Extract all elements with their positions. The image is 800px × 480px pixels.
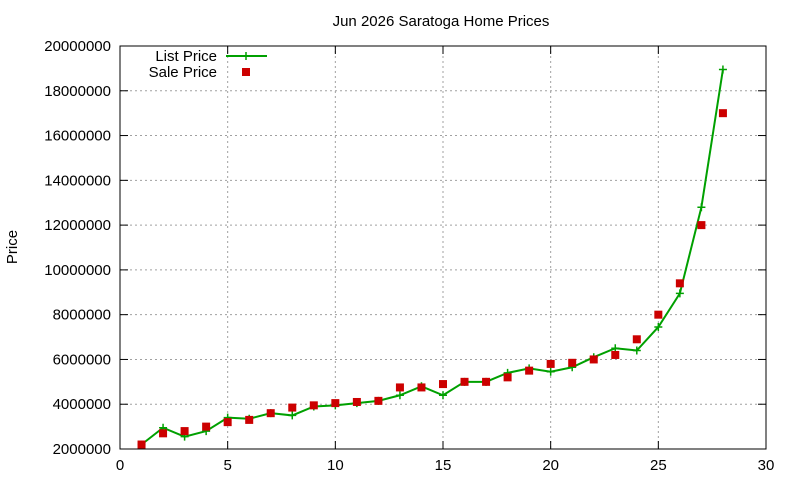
sale-price-point	[288, 403, 297, 412]
list-price-point	[675, 289, 684, 298]
y-tick-label: 8000000	[53, 307, 111, 324]
y-tick-label: 20000000	[44, 38, 111, 55]
plot-frame	[119, 45, 767, 450]
x-tick-label: 10	[327, 457, 344, 474]
list-price-point	[697, 203, 706, 212]
sale-price-point	[223, 418, 232, 427]
list-price-point	[546, 367, 555, 376]
list-price-point	[439, 391, 447, 400]
legend-marker-list-price	[242, 52, 250, 60]
x-tick-label: 20	[542, 457, 559, 474]
sale-price-point	[180, 427, 189, 436]
sale-price-series	[137, 109, 727, 449]
y-axis-label: Price	[4, 230, 21, 264]
axis-ticks: 0 5 10 15 20 25 30 2000000 4000000 6000000 8000000…	[44, 38, 774, 474]
list-price-point	[654, 322, 663, 331]
sale-price-point	[309, 401, 318, 410]
y-tick-label: 6000000	[53, 351, 111, 368]
sale-price-point	[632, 335, 641, 344]
sale-price-point	[460, 377, 469, 386]
sale-price-point	[417, 383, 426, 392]
x-tick-label: 5	[223, 457, 231, 474]
x-tick-label: 25	[650, 457, 667, 474]
sale-price-point	[439, 380, 447, 389]
y-tick-label: 18000000	[44, 83, 111, 100]
sale-price-point	[482, 377, 491, 386]
sale-price-point	[331, 399, 340, 408]
x-tick-label: 30	[758, 457, 775, 474]
sale-price-point	[374, 396, 383, 405]
sale-price-point	[589, 355, 598, 364]
y-tick-label: 10000000	[44, 262, 111, 279]
list-price-series	[137, 65, 727, 449]
sale-price-point	[159, 429, 168, 438]
sale-price-point	[525, 366, 534, 375]
legend-label-list-price: List Price	[155, 48, 217, 65]
sale-price-point	[202, 422, 211, 431]
sale-price-point	[352, 397, 361, 406]
sale-price-point	[137, 440, 146, 449]
list-price-line	[140, 69, 724, 446]
sale-price-point	[568, 358, 577, 367]
grid	[120, 46, 766, 449]
sale-price-point	[611, 350, 620, 359]
list-price-point	[718, 65, 727, 74]
sale-price-point	[675, 279, 684, 288]
legend-label-sale-price: Sale Price	[149, 64, 217, 81]
sale-price-point	[503, 373, 512, 382]
y-tick-label: 14000000	[44, 172, 111, 189]
sale-price-point	[546, 359, 555, 368]
sale-price-point	[718, 109, 727, 118]
sale-price-point	[266, 409, 275, 418]
sale-price-point	[395, 383, 404, 392]
sale-price-point	[697, 221, 706, 230]
y-tick-label: 4000000	[53, 396, 111, 413]
list-price-point	[395, 391, 404, 400]
list-price-point	[288, 411, 297, 420]
plot-series	[137, 65, 727, 449]
sale-price-point	[245, 415, 254, 424]
list-price-point	[632, 346, 641, 355]
sale-price-point	[654, 310, 663, 319]
x-tick-label: 15	[435, 457, 452, 474]
x-tick-label: 0	[116, 457, 124, 474]
y-tick-label: 12000000	[44, 217, 111, 234]
list-price-point	[611, 344, 620, 353]
legend-marker-sale-price	[242, 68, 250, 76]
y-tick-label: 16000000	[44, 128, 111, 145]
chart-title: Jun 2026 Saratoga Home Prices	[333, 13, 550, 30]
y-tick-label: 2000000	[53, 441, 111, 458]
